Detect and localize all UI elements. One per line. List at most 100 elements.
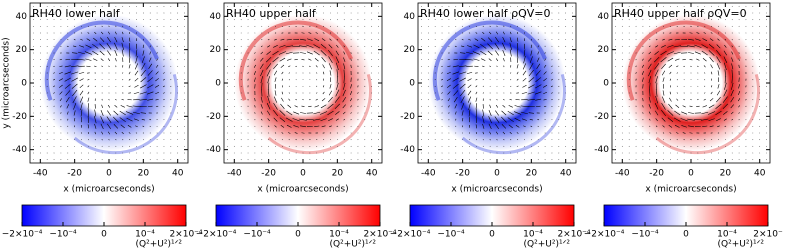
polarization-tick xyxy=(287,104,292,109)
polarization-tick xyxy=(503,25,505,27)
colorbar-label: (Q²+U²)¹ᐟ² xyxy=(718,240,765,249)
polarization-tick xyxy=(724,38,727,41)
polarization-tick xyxy=(87,116,90,123)
polarization-tick xyxy=(660,50,667,56)
polarization-tick xyxy=(738,64,740,68)
polarization-tick xyxy=(94,131,96,135)
polarization-tick xyxy=(316,92,318,94)
polarization-tick xyxy=(266,69,271,77)
polarization-tick xyxy=(77,51,86,55)
polarization-tick xyxy=(673,51,681,55)
polarization-tick xyxy=(731,125,733,127)
polarization-tick xyxy=(155,71,159,75)
polarization-tick xyxy=(286,110,293,116)
polarization-tick xyxy=(334,103,341,110)
polarization-tick xyxy=(495,31,499,35)
polarization-tick xyxy=(279,57,286,62)
polarization-tick xyxy=(716,90,721,96)
polarization-tick xyxy=(336,44,339,48)
polarization-tick xyxy=(350,52,352,54)
polarization-tick xyxy=(467,96,472,103)
polarization-tick xyxy=(509,49,512,57)
polarization-tick xyxy=(329,84,332,89)
polarization-tick xyxy=(281,97,284,102)
polarization-tick xyxy=(53,92,55,94)
polarization-tick xyxy=(662,96,666,103)
polarization-tick xyxy=(502,105,506,108)
polarization-tick xyxy=(146,84,154,89)
panel-title: RH40 lower half ρQV=0 xyxy=(420,7,551,20)
polarization-tick xyxy=(459,83,466,89)
polarization-tick xyxy=(336,125,339,127)
polarization-tick xyxy=(468,38,471,41)
polarization-tick xyxy=(122,139,124,141)
polarization-tick xyxy=(472,51,481,55)
polarization-tick xyxy=(288,132,291,134)
polarization-tick xyxy=(701,44,709,49)
colorbar-tick-label: 0 xyxy=(101,230,107,240)
polarization-tick xyxy=(350,64,352,68)
polarization-tick xyxy=(350,98,353,102)
polarization-tick xyxy=(267,39,270,41)
polarization-tick xyxy=(448,105,450,108)
polarization-tick xyxy=(661,44,666,48)
polarization-tick xyxy=(320,50,327,56)
polarization-tick xyxy=(662,77,665,82)
polarization-tick xyxy=(544,58,546,61)
polarization-tick xyxy=(254,52,256,54)
polarization-tick xyxy=(697,72,699,74)
polarization-tick xyxy=(64,65,71,68)
polarization-tick xyxy=(141,56,145,64)
polarization-tick xyxy=(495,104,499,108)
polarization-tick xyxy=(662,132,665,134)
polarization-tick xyxy=(73,45,77,47)
x-tick-label: -40 xyxy=(33,169,48,179)
polarization-tick xyxy=(299,45,307,48)
polarization-tick xyxy=(94,31,97,35)
polarization-tick xyxy=(93,58,98,61)
polarization-tick xyxy=(279,110,286,116)
polarization-tick xyxy=(475,78,478,81)
polarization-tick xyxy=(673,117,681,122)
polarization-tick xyxy=(661,70,666,76)
polarization-tick xyxy=(266,103,271,110)
polarization-tick xyxy=(481,37,486,42)
polarization-tick xyxy=(482,25,484,27)
polarization-tick xyxy=(85,44,92,49)
polarization-tick xyxy=(715,103,722,109)
polarization-tick xyxy=(322,64,325,69)
polarization-tick xyxy=(731,118,734,121)
polarization-tick xyxy=(495,131,499,135)
polarization-tick xyxy=(128,71,131,75)
polarization-tick xyxy=(523,125,526,128)
polarization-tick xyxy=(357,105,359,107)
polarization-tick xyxy=(648,111,651,115)
polarization-tick xyxy=(501,124,507,129)
polarization-tick xyxy=(288,65,291,68)
polarization-tick xyxy=(648,45,651,48)
polarization-tick xyxy=(716,44,721,49)
polarization-tick xyxy=(321,98,326,102)
polarization-tick xyxy=(509,99,512,101)
polarization-tick xyxy=(266,110,271,116)
polarization-tick xyxy=(461,102,465,110)
polarization-tick xyxy=(687,45,695,48)
polarization-tick xyxy=(487,37,493,42)
polarization-tick xyxy=(79,45,85,48)
polarization-tick xyxy=(667,110,674,116)
polarization-tick xyxy=(521,92,528,94)
polarization-tick xyxy=(46,92,48,94)
polarization-tick xyxy=(730,104,734,109)
polarization-tick xyxy=(544,52,546,54)
polarization-tick xyxy=(653,56,660,63)
polarization-tick xyxy=(683,99,685,101)
polarization-tick xyxy=(489,25,491,27)
polarization-tick xyxy=(308,58,312,61)
polarization-tick xyxy=(313,50,320,56)
y-tick-label: 20 xyxy=(598,45,610,55)
polarization-tick xyxy=(529,119,533,121)
polarization-tick xyxy=(723,111,728,115)
polarization-tick xyxy=(662,90,665,96)
polarization-tick xyxy=(125,111,134,115)
polarization-tick xyxy=(507,110,514,116)
